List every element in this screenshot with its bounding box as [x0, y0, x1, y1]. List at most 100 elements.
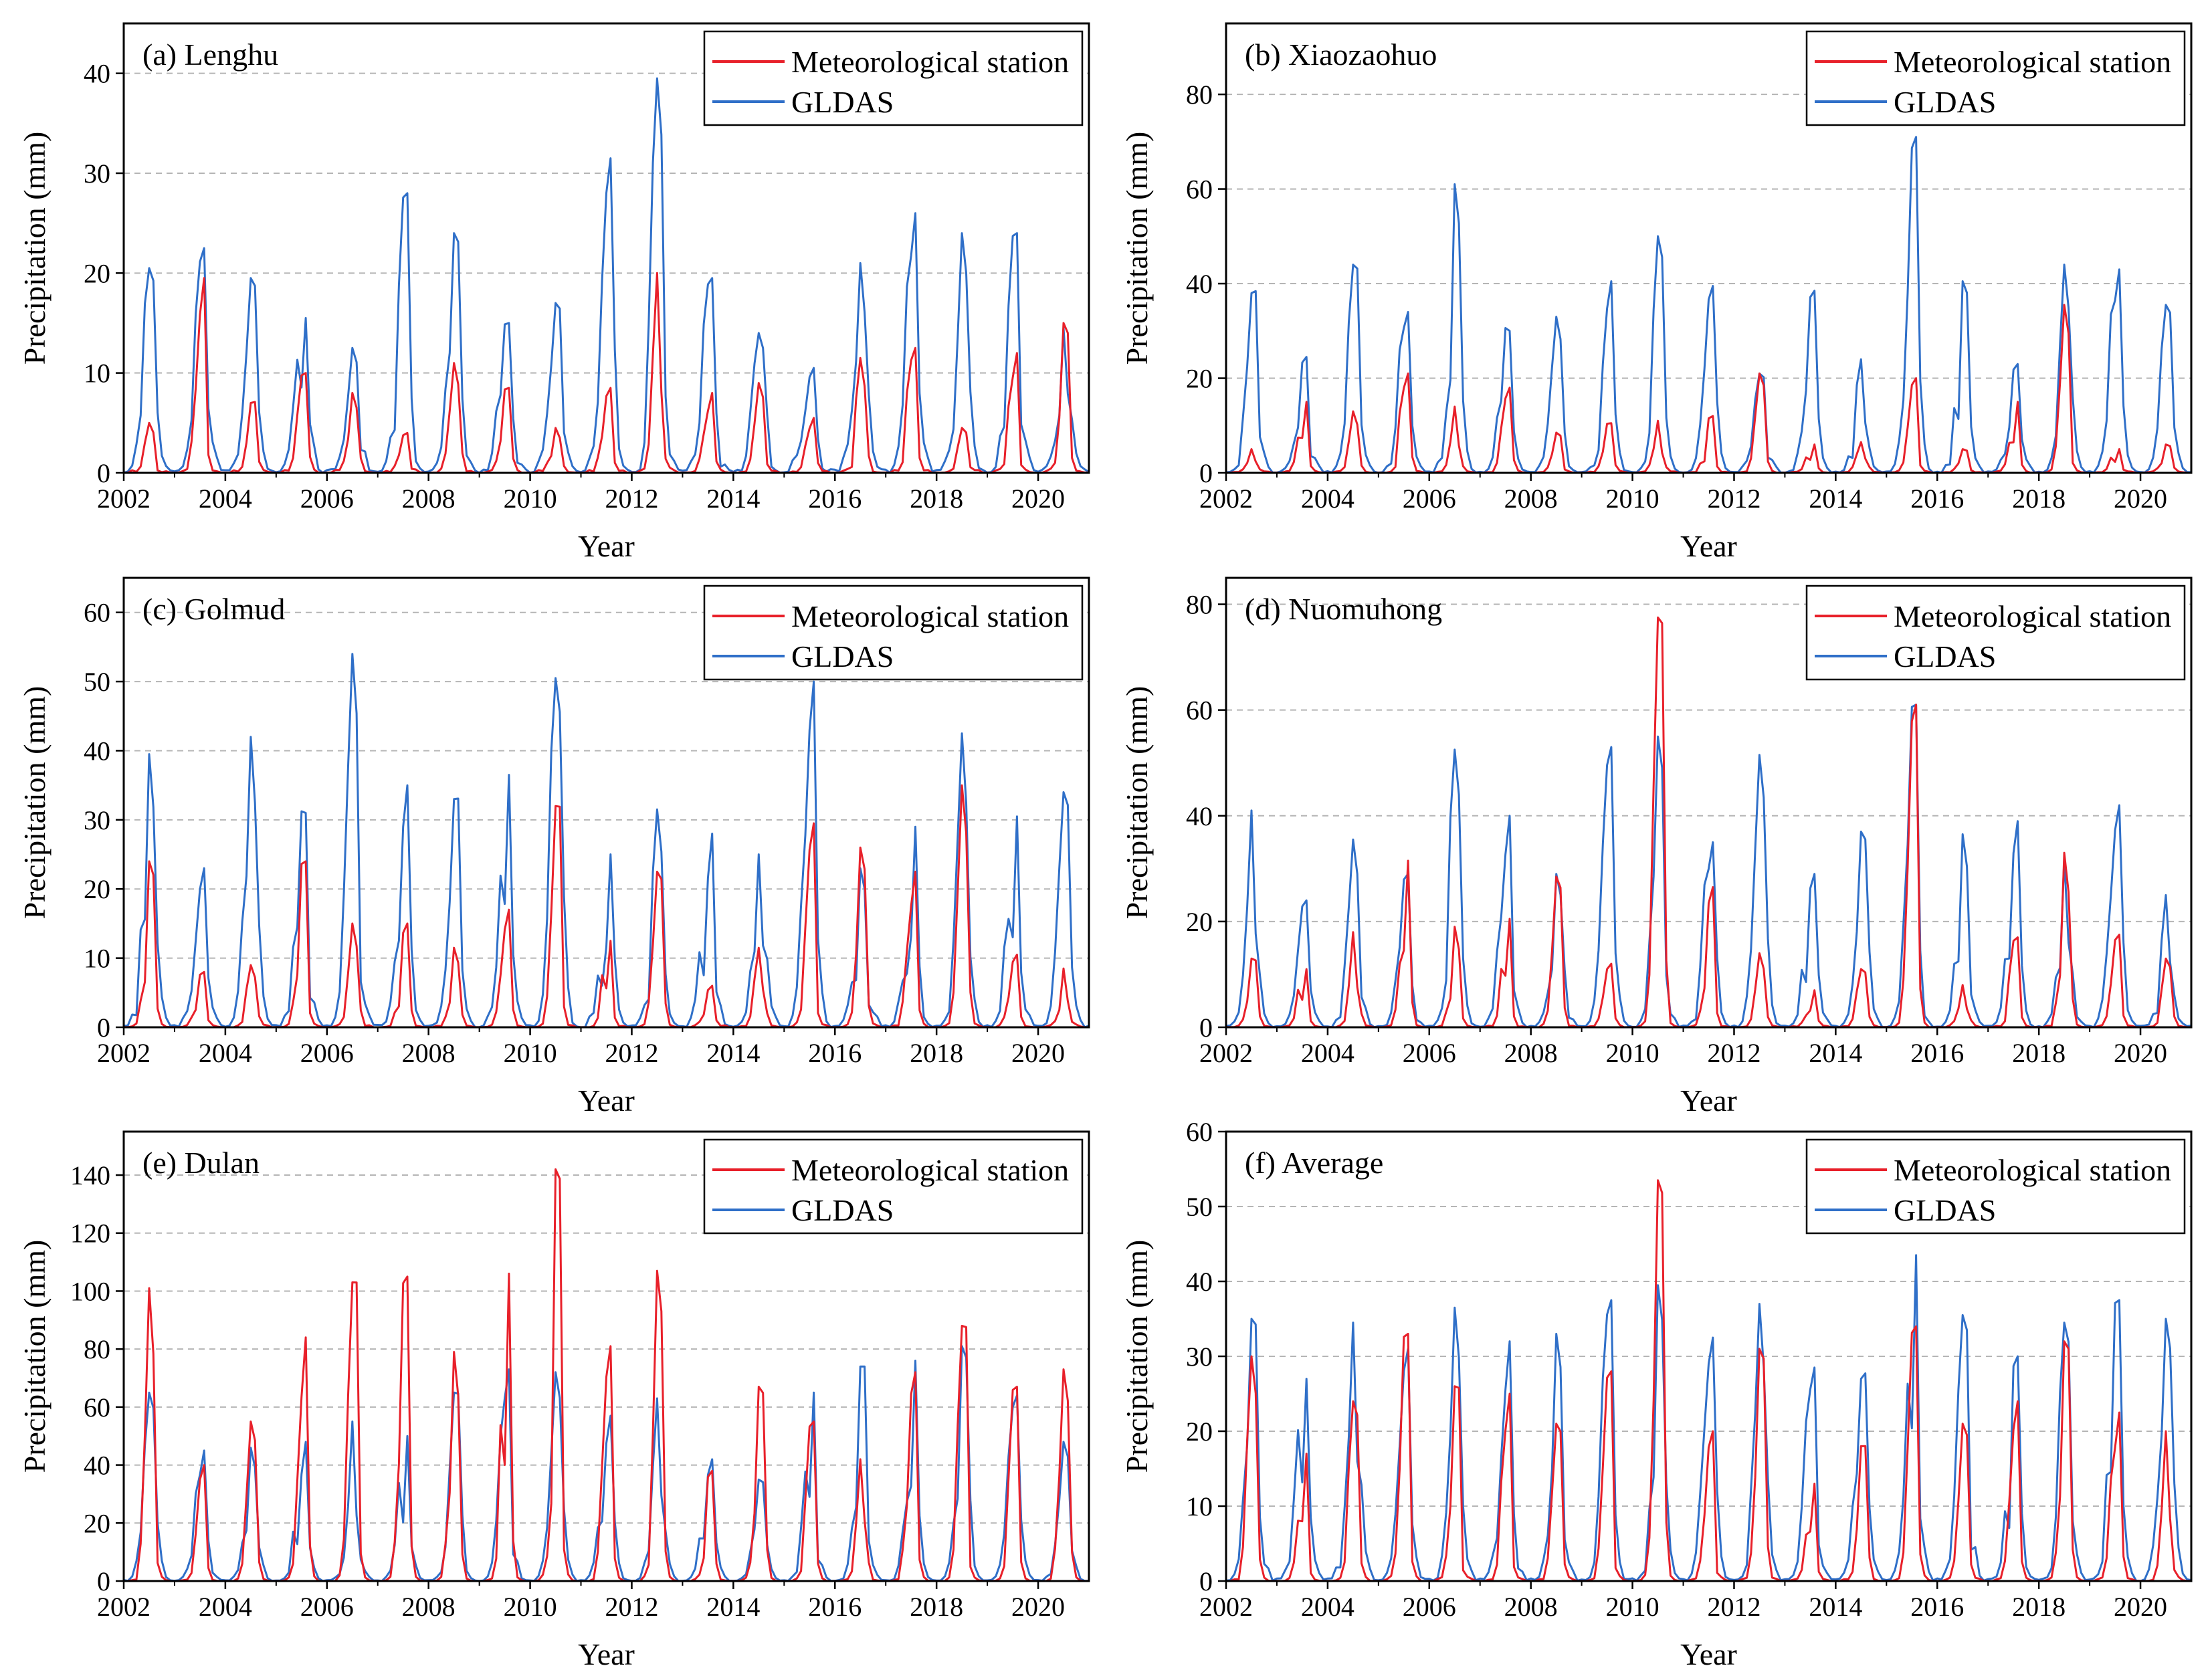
x-tick-label: 2008	[402, 1592, 456, 1622]
x-tick-label: 2004	[199, 484, 252, 514]
y-axis-title: Precipitation (mm)	[17, 1240, 52, 1473]
panel-title: (a) Lenghu	[142, 37, 278, 72]
x-tick-label: 2010	[504, 1592, 557, 1622]
legend-label: Meteorological station	[791, 599, 1069, 633]
x-tick-label: 2018	[910, 484, 963, 514]
legend-label: GLDAS	[1894, 85, 1996, 119]
x-tick-label: 2006	[1403, 1038, 1456, 1068]
station-series-line	[1226, 1179, 2191, 1581]
y-tick-label: 0	[97, 458, 110, 488]
x-tick-label: 2014	[706, 1038, 760, 1068]
x-tick-label: 2018	[2012, 1592, 2066, 1622]
y-tick-label: 140	[70, 1160, 110, 1190]
y-tick-label: 20	[84, 258, 110, 288]
legend-box	[1805, 585, 2186, 681]
y-tick-label: 80	[1186, 590, 1213, 620]
y-axis-title: Precipitation (mm)	[1120, 686, 1154, 920]
x-tick-label: 2002	[97, 1592, 150, 1622]
gldas-series-line	[124, 1345, 1089, 1581]
x-tick-label: 2006	[300, 1592, 354, 1622]
y-tick-label: 20	[1186, 907, 1213, 937]
legend-label: GLDAS	[791, 639, 894, 673]
y-tick-label: 20	[84, 874, 110, 904]
x-tick-label: 2006	[300, 484, 354, 514]
y-tick-label: 40	[84, 1451, 110, 1481]
station-series-line	[124, 272, 1089, 473]
x-tick-label: 2018	[2012, 484, 2066, 514]
y-tick-label: 60	[1186, 696, 1213, 726]
panel-6: 0 10 20 30 40 50 60 2002 2004 2006 2008 2010 2012 201…	[1120, 1117, 2193, 1671]
x-tick-label: 2020	[2114, 1038, 2167, 1068]
x-tick-label: 2016	[808, 1038, 862, 1068]
legend-box	[703, 30, 1084, 126]
gldas-series-line	[124, 77, 1089, 473]
station-series-line	[1226, 304, 2191, 473]
x-tick-label: 2004	[1301, 484, 1354, 514]
y-axis-title: Precipitation (mm)	[17, 686, 52, 920]
y-tick-label: 40	[1186, 801, 1213, 831]
legend-label: Meteorological station	[1894, 45, 2171, 79]
x-axis-title: Year	[578, 1637, 635, 1671]
y-tick-label: 40	[1186, 269, 1213, 299]
y-tick-label: 10	[1186, 1491, 1213, 1522]
legend-box	[1805, 30, 2186, 126]
legend-label: Meteorological station	[1894, 599, 2171, 633]
legend-label: GLDAS	[791, 1193, 894, 1227]
x-tick-label: 2014	[1809, 1592, 1862, 1622]
x-tick-label: 2016	[808, 1592, 862, 1622]
x-tick-label: 2002	[1199, 1038, 1253, 1068]
x-tick-label: 2006	[300, 1038, 354, 1068]
x-tick-label: 2020	[2114, 484, 2167, 514]
legend-label: Meteorological station	[791, 45, 1069, 79]
x-tick-label: 2014	[1809, 484, 1862, 514]
y-tick-label: 60	[1186, 1117, 1213, 1147]
x-axis-title: Year	[1680, 1637, 1737, 1671]
x-tick-label: 2020	[1011, 1592, 1065, 1622]
x-tick-label: 2014	[706, 484, 760, 514]
x-tick-label: 2016	[1910, 484, 1964, 514]
plot-frame	[122, 577, 1090, 1029]
panel-1: 0 10 20 30 40 2002 2004 2006 2008 2010 2012 2014 201…	[17, 22, 1090, 563]
x-tick-label: 2012	[605, 484, 658, 514]
plot-frame	[122, 22, 1090, 474]
x-tick-label: 2020	[2114, 1592, 2167, 1622]
y-tick-label: 40	[84, 59, 110, 89]
legend-box	[703, 585, 1084, 681]
gldas-series-line	[1226, 704, 2191, 1027]
x-tick-label: 2016	[1910, 1592, 1964, 1622]
legend-box	[1805, 1138, 2186, 1235]
x-axis-title: Year	[578, 1083, 635, 1118]
x-tick-label: 2004	[1301, 1592, 1354, 1622]
x-tick-label: 2020	[1011, 1038, 1065, 1068]
y-tick-label: 60	[84, 598, 110, 628]
legend-label: GLDAS	[1894, 639, 1996, 673]
panel-title: (d) Nuomuhong	[1245, 592, 1442, 626]
y-tick-label: 10	[84, 944, 110, 974]
plot-frame	[1225, 577, 2193, 1029]
y-tick-label: 50	[1186, 1192, 1213, 1222]
panel-5: 0 20 40 60 80 100 120 140 2002 2004 2006 2008 2010 20…	[17, 1130, 1090, 1671]
y-tick-label: 30	[84, 805, 110, 835]
y-tick-label: 50	[84, 667, 110, 697]
y-tick-label: 40	[84, 736, 110, 766]
x-tick-label: 2016	[1910, 1038, 1964, 1068]
x-tick-label: 2002	[1199, 484, 1253, 514]
legend-label: GLDAS	[791, 85, 894, 119]
y-tick-label: 0	[97, 1013, 110, 1043]
x-tick-label: 2002	[1199, 1592, 1253, 1622]
y-tick-label: 30	[1186, 1342, 1213, 1372]
x-tick-label: 2018	[910, 1592, 963, 1622]
legend-box	[703, 1138, 1084, 1235]
y-tick-label: 20	[1186, 1417, 1213, 1447]
station-series-line	[124, 784, 1089, 1027]
legend-label: Meteorological station	[1894, 1153, 2171, 1187]
y-axis-title: Precipitation (mm)	[1120, 1240, 1154, 1473]
y-tick-label: 0	[1199, 1566, 1213, 1596]
x-tick-label: 2018	[910, 1038, 963, 1068]
x-tick-label: 2012	[1707, 1038, 1761, 1068]
x-tick-label: 2012	[1707, 1592, 1761, 1622]
x-tick-label: 2008	[402, 1038, 456, 1068]
x-tick-label: 2006	[1403, 484, 1456, 514]
legend-label: GLDAS	[1894, 1193, 1996, 1227]
x-tick-label: 2010	[1606, 1592, 1660, 1622]
